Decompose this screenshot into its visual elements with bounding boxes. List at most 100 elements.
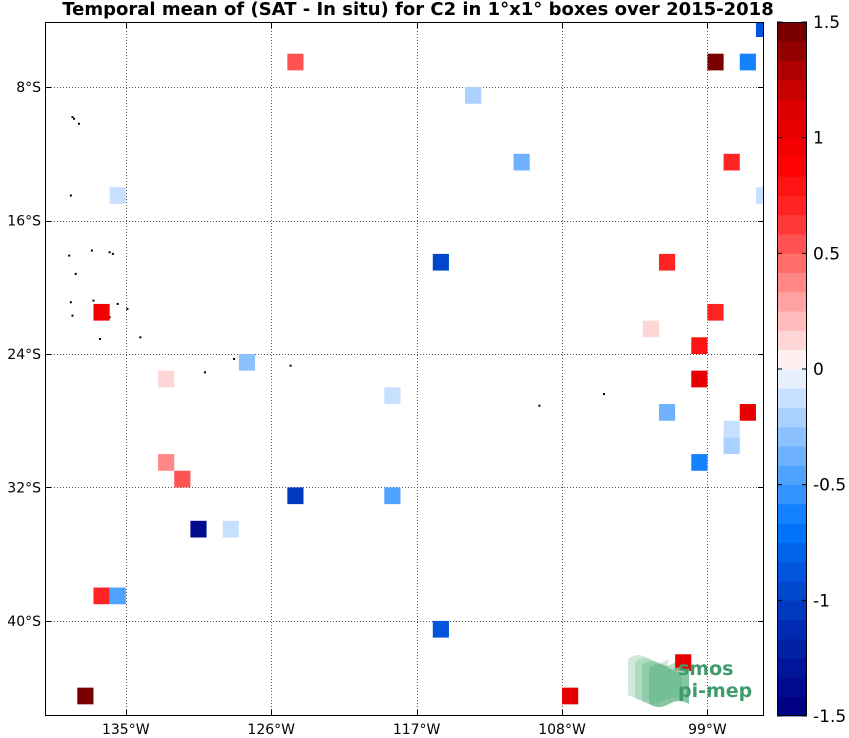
x-tick-label: 108°W bbox=[538, 722, 586, 738]
colorbar-tick-label: -1.5 bbox=[813, 707, 846, 727]
data-cell bbox=[707, 53, 724, 71]
data-cell bbox=[691, 337, 708, 354]
island-mark bbox=[69, 301, 72, 304]
colorbar-level bbox=[777, 195, 807, 216]
colorbar-level bbox=[777, 446, 807, 466]
island-mark bbox=[233, 357, 236, 360]
colorbar-level bbox=[777, 484, 807, 505]
colorbar-level bbox=[777, 176, 807, 196]
island-mark bbox=[538, 404, 541, 407]
data-cell bbox=[755, 187, 764, 204]
map-background bbox=[45, 22, 764, 716]
data-cell bbox=[93, 587, 110, 605]
data-cell bbox=[755, 22, 764, 38]
x-tick-label: 117°W bbox=[393, 722, 441, 738]
data-cell bbox=[77, 687, 94, 705]
colorbar-level bbox=[777, 369, 807, 389]
data-cell bbox=[287, 53, 304, 71]
data-cell bbox=[190, 520, 207, 538]
data-cell bbox=[384, 487, 401, 505]
colorbar-level bbox=[777, 272, 807, 293]
colorbar-level bbox=[777, 349, 807, 370]
island-mark bbox=[116, 302, 119, 305]
colorbar-level bbox=[777, 214, 807, 235]
smos-pimep-logo: smos pi-mep bbox=[628, 655, 752, 707]
colorbar-tick-label: 1 bbox=[813, 129, 824, 149]
data-cell bbox=[109, 187, 126, 204]
data-cell bbox=[658, 253, 676, 271]
colorbar-tick-label: 0 bbox=[813, 360, 824, 380]
colorbar-level bbox=[777, 253, 807, 274]
y-tick-label: 8°S bbox=[16, 80, 41, 96]
logo-wave-shape bbox=[649, 664, 689, 707]
colorbar-level bbox=[777, 523, 807, 543]
data-cell bbox=[642, 320, 659, 338]
colorbar-level bbox=[777, 426, 807, 447]
colorbar-tick-label: -1 bbox=[813, 591, 830, 611]
colorbar-level bbox=[777, 156, 807, 177]
data-cells bbox=[77, 22, 764, 705]
x-tick-label: 99°W bbox=[688, 722, 727, 738]
data-cell bbox=[707, 303, 724, 321]
island-mark bbox=[603, 393, 606, 396]
colorbar-level bbox=[777, 561, 807, 582]
y-tick-label: 24°S bbox=[7, 347, 41, 363]
colorbar-level bbox=[777, 291, 807, 312]
data-cell bbox=[658, 404, 676, 421]
island-mark bbox=[69, 194, 72, 197]
data-cell bbox=[691, 454, 708, 471]
island-mark bbox=[126, 307, 129, 310]
logo-text-pimep: pi-mep bbox=[678, 680, 752, 702]
island-mark bbox=[90, 249, 93, 252]
colorbar-level bbox=[777, 41, 807, 61]
data-cell bbox=[432, 620, 449, 638]
data-cell bbox=[93, 303, 110, 321]
colorbar-level bbox=[777, 619, 807, 640]
island-mark bbox=[71, 314, 74, 317]
map-plot-area: smos pi-mep bbox=[45, 22, 764, 716]
colorbar-tick-label: 0.5 bbox=[813, 244, 840, 264]
colorbar-level bbox=[777, 22, 807, 42]
axis-tick-marks bbox=[45, 22, 764, 716]
data-cell bbox=[723, 437, 740, 455]
colorbar-level bbox=[777, 407, 807, 428]
data-cell bbox=[158, 370, 175, 388]
colorbar-level bbox=[777, 503, 807, 524]
data-cell bbox=[465, 87, 482, 104]
colorbar-level bbox=[777, 581, 807, 601]
colorbar-level bbox=[777, 137, 807, 158]
colorbar-scale bbox=[777, 22, 807, 717]
data-cell bbox=[238, 353, 256, 371]
y-tick-label: 32°S bbox=[7, 480, 41, 496]
island-mark bbox=[71, 116, 74, 119]
island-mark bbox=[203, 371, 206, 374]
land-features bbox=[68, 116, 606, 407]
data-cell bbox=[174, 470, 191, 488]
island-mark bbox=[289, 364, 292, 367]
colorbar-level bbox=[777, 79, 807, 100]
colorbar: 1.5 1 0.5 0 -0.5 -1 -1.5 bbox=[777, 13, 846, 727]
data-cell bbox=[158, 454, 175, 471]
island-mark bbox=[139, 336, 142, 339]
data-cell bbox=[432, 253, 449, 271]
data-cell bbox=[287, 487, 304, 505]
colorbar-level bbox=[777, 465, 807, 486]
data-cell bbox=[513, 153, 530, 171]
data-cell bbox=[675, 654, 692, 671]
island-mark bbox=[77, 122, 80, 125]
colorbar-level bbox=[777, 638, 807, 659]
x-tick-label: 135°W bbox=[102, 722, 150, 738]
data-cell bbox=[109, 587, 126, 605]
colorbar-level bbox=[777, 311, 807, 331]
data-cell bbox=[739, 53, 756, 71]
colorbar-ticks: 1.5 1 0.5 0 -0.5 -1 -1.5 bbox=[777, 13, 846, 727]
colorbar-tick-label: 1.5 bbox=[813, 13, 840, 33]
data-cell bbox=[723, 153, 740, 171]
data-cell bbox=[723, 420, 740, 438]
colorbar-level bbox=[777, 330, 807, 351]
colorbar-level bbox=[777, 696, 807, 717]
logo-graphic bbox=[628, 655, 689, 707]
island-mark bbox=[74, 272, 77, 275]
colorbar-level bbox=[777, 542, 807, 563]
